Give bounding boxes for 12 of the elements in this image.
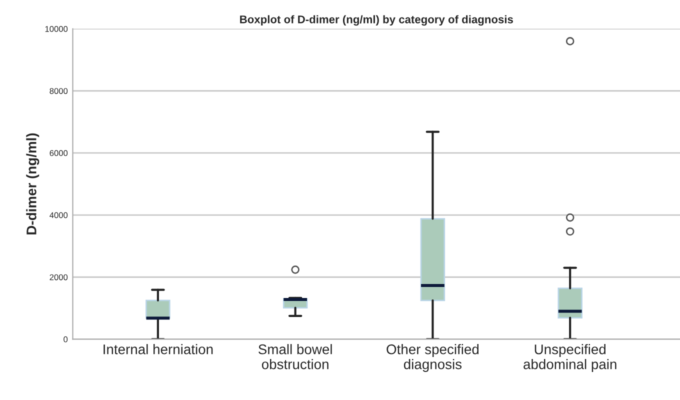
y-tick-label: 0: [64, 336, 68, 342]
y-tick-label: 6000: [50, 150, 68, 156]
x-tick-label: Internal herniation: [104, 344, 213, 354]
y-tick-label: 2000: [50, 274, 68, 280]
y-tick-label: 10000: [45, 26, 68, 32]
y-tick-label: 4000: [50, 212, 68, 218]
x-tick-label: Small bowel obstruction: [258, 344, 332, 370]
y-tick-label: 8000: [50, 88, 68, 94]
chart-title: Boxplot of D-dimer (ng/ml) by category of diagnosis: [240, 15, 513, 26]
x-tick-label: Unspecified abdominal pain: [524, 344, 616, 372]
y-axis-title: D-dimer (ng/ml): [26, 133, 40, 234]
x-tick-label: Other specified diagnosis: [386, 344, 479, 372]
